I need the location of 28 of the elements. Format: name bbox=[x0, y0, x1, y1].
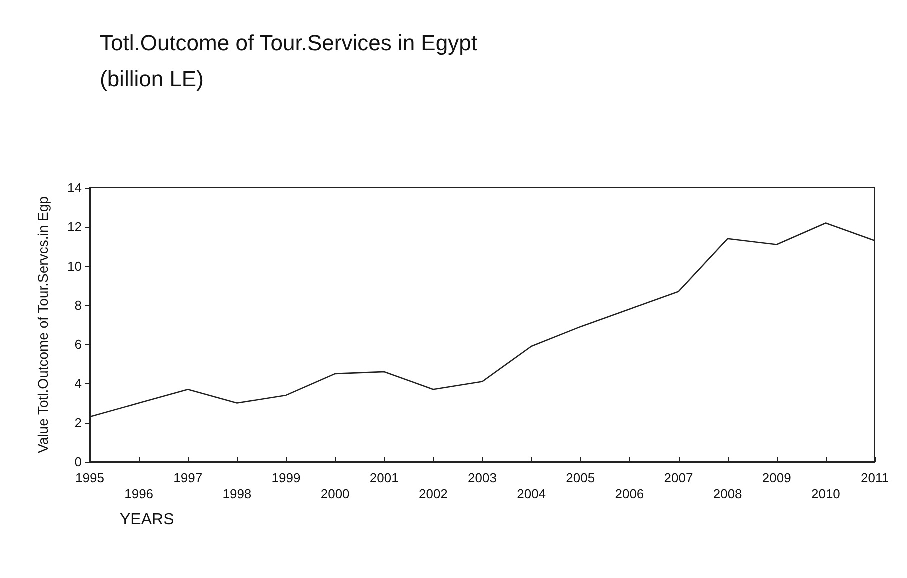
x-tick-label: 2008 bbox=[713, 486, 742, 502]
y-tick-label: 14 bbox=[68, 180, 82, 196]
y-tick-label: 2 bbox=[74, 415, 82, 430]
x-tick-label: 1998 bbox=[222, 486, 252, 502]
chart-title: Totl.Outcome of Tour.Services in Egypt (billion LE) bbox=[100, 30, 478, 92]
x-tick-label: 1995 bbox=[76, 470, 104, 486]
x-tick-label: 2004 bbox=[517, 486, 546, 502]
y-tick-label: 12 bbox=[68, 220, 82, 235]
x-tick-label: 1997 bbox=[174, 470, 203, 486]
x-tick-label: 2010 bbox=[811, 486, 840, 502]
y-tick-label: 8 bbox=[74, 298, 82, 313]
y-tick-label: 6 bbox=[74, 337, 82, 352]
x-tick-label: 1999 bbox=[272, 470, 301, 486]
x-axis-title: YEARS bbox=[120, 512, 174, 528]
y-axis-title: Value Totl.Outcome of Tour.Servcs.in Egp bbox=[35, 196, 51, 454]
x-tick-label: 2000 bbox=[320, 486, 350, 502]
x-tick-label: 2003 bbox=[468, 470, 497, 486]
x-tick-label: 2011 bbox=[861, 470, 889, 486]
x-tick-label: 2007 bbox=[664, 470, 694, 486]
y-tick-label: 4 bbox=[74, 376, 82, 392]
x-tick-label: 2002 bbox=[418, 486, 448, 502]
x-tick-label: 2005 bbox=[566, 470, 596, 486]
x-tick-label: 1996 bbox=[124, 486, 154, 502]
x-tick-label: 2001 bbox=[370, 470, 399, 486]
y-tick-label: 10 bbox=[68, 258, 82, 274]
x-tick-label: 2006 bbox=[615, 486, 644, 502]
x-tick-label: 2009 bbox=[762, 470, 792, 486]
y-tick-label: 0 bbox=[74, 454, 82, 470]
